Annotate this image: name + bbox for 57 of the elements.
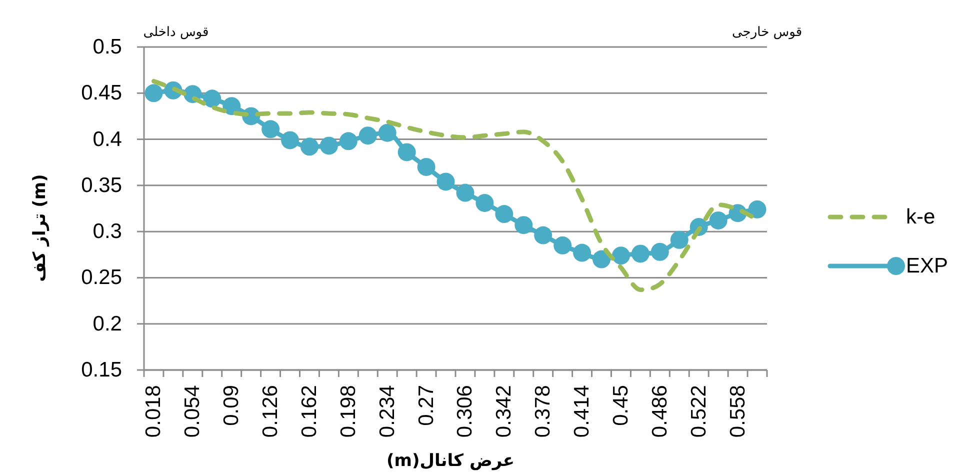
x-tick-label: 0.126 (259, 385, 282, 438)
x-tick-label: 0.486 (648, 385, 672, 438)
y-tick-label: 0.2 (92, 312, 122, 336)
x-tick-label: 0.09 (220, 385, 244, 426)
y-tick-label: 0.25 (81, 266, 122, 290)
point (262, 120, 280, 138)
point (554, 236, 572, 254)
x-axis-title: عرض کانال(m) (386, 451, 515, 471)
point (592, 250, 611, 268)
x-tick-label: 0.378 (532, 385, 555, 438)
point (476, 194, 494, 212)
point (222, 97, 241, 116)
point (670, 230, 688, 249)
text: قوس خارجی (732, 25, 802, 40)
x-tick-label: 0.27 (414, 385, 438, 426)
point (631, 244, 650, 263)
x-tick-label: 0.162 (298, 385, 321, 438)
point (456, 184, 474, 202)
y-tick-label: 0.3 (92, 220, 122, 244)
text: قوس داخلی (143, 25, 209, 40)
point (709, 211, 728, 230)
y-axis-title: تراز کف (m) (30, 174, 50, 282)
point (339, 132, 358, 150)
y-tick-label: 0.15 (81, 358, 122, 382)
point (573, 244, 592, 262)
point (378, 124, 396, 142)
legend-label: k-e (906, 206, 936, 228)
point (748, 200, 766, 218)
x-tick-label: 0.018 (142, 385, 166, 438)
point (650, 242, 669, 261)
point (398, 143, 416, 162)
x-tick-label: 0.45 (609, 385, 632, 426)
legend-label: EXP (906, 254, 948, 278)
y-tick-label: 0.4 (92, 128, 122, 151)
point (144, 84, 163, 102)
y-tick-label: 0.35 (81, 174, 122, 197)
y-tick-label: 0.45 (81, 82, 122, 105)
x-tick-label: 0.522 (687, 385, 710, 438)
x-tick-label: 0.558 (726, 385, 750, 438)
x-tick-label: 0.198 (336, 385, 360, 438)
point (495, 205, 514, 224)
point (612, 246, 630, 265)
x-tick-label: 0.234 (376, 384, 399, 438)
point (203, 90, 222, 108)
x-tick-label: 0.342 (492, 385, 516, 438)
point (320, 136, 338, 155)
point (300, 138, 318, 156)
point (281, 131, 300, 150)
point (417, 158, 436, 176)
x-tick-label: 0.414 (570, 384, 594, 438)
point (358, 126, 377, 145)
x-tick-label: 0.054 (181, 384, 204, 438)
point (514, 216, 533, 234)
x-tick-label: 0.306 (454, 385, 477, 438)
point (534, 226, 552, 244)
point (436, 172, 455, 191)
y-tick-label: 0.5 (92, 36, 122, 58)
